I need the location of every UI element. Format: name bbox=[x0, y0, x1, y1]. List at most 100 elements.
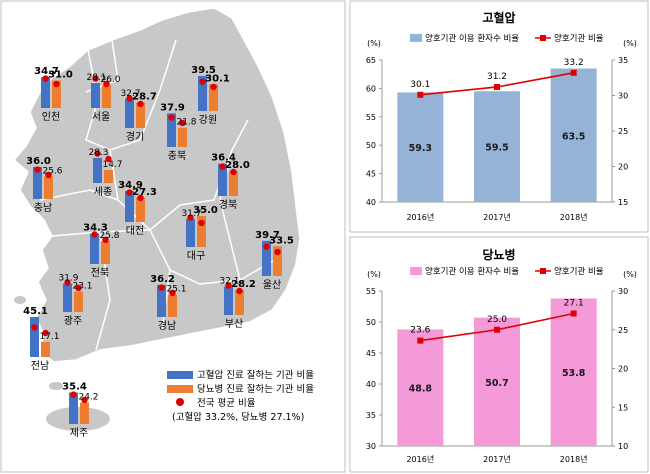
right-tick-label: 20 bbox=[618, 365, 628, 374]
diabetes-average-dot bbox=[274, 248, 281, 256]
region-2: 32.728.7 경기 bbox=[120, 89, 156, 143]
diabetes-bar bbox=[136, 197, 145, 222]
hypertension-bar bbox=[90, 233, 99, 264]
region-name: 강원 bbox=[199, 114, 217, 126]
hypertension-average-dot bbox=[42, 75, 49, 82]
hypertension-value: 34.7 bbox=[34, 66, 59, 77]
hypertension-value: 28.3 bbox=[88, 148, 108, 158]
hypertension-average-dot bbox=[168, 114, 175, 121]
hypertension-value: 39.5 bbox=[191, 65, 216, 76]
diabetes-average-dot bbox=[179, 119, 186, 127]
region-7: 34.927.3 대전 bbox=[118, 180, 157, 237]
region-3: 39.530.1 강원 bbox=[191, 65, 230, 126]
region-5: 28.3 14.7 세종 bbox=[88, 148, 122, 198]
diabetes-bar bbox=[178, 127, 187, 147]
region-16: 35.424.2 제주 bbox=[62, 382, 98, 439]
right-tick-label: 30 bbox=[618, 92, 628, 101]
hypertension-bar bbox=[218, 163, 227, 196]
region-name: 세종 bbox=[94, 186, 112, 198]
map-legend: 고혈압 진료 잘하는 기관 비율 당뇨병 진료 잘하는 기관 비율 전국 평균 … bbox=[167, 369, 314, 423]
hypertension-bar bbox=[125, 191, 134, 222]
diabetes-average-dot bbox=[137, 100, 144, 108]
chart-title: 고혈압 bbox=[482, 10, 515, 25]
hypertension-bar bbox=[198, 75, 207, 111]
left-tick-label: 50 bbox=[366, 141, 376, 150]
hypertension-bar bbox=[157, 284, 166, 317]
diabetes-average-dot bbox=[102, 236, 109, 244]
bar bbox=[474, 91, 520, 202]
right-tick-label: 20 bbox=[618, 163, 628, 172]
bar-value-label: 50.7 bbox=[485, 378, 508, 389]
category-label: 2017년 bbox=[483, 212, 511, 222]
legend-average-label: 전국 평균 비율 bbox=[197, 398, 256, 409]
hypertension-bar bbox=[224, 286, 233, 315]
hypertension-value: 32.1 bbox=[219, 277, 239, 287]
diabetes-average-dot bbox=[42, 329, 49, 337]
region-name: 경북 bbox=[219, 198, 237, 211]
legend-average-dot bbox=[176, 398, 184, 406]
left-tick-label: 40 bbox=[366, 198, 376, 207]
left-tick-label: 40 bbox=[366, 380, 376, 389]
legend-hypertension-swatch bbox=[167, 371, 193, 379]
hypertension-average-dot bbox=[187, 214, 194, 221]
bar-value-label: 59.3 bbox=[409, 143, 432, 154]
hypertension-average-dot bbox=[92, 75, 99, 82]
diabetes-average-dot bbox=[169, 289, 176, 297]
diabetes-bar bbox=[52, 80, 61, 108]
diabetes-value: 25.1 bbox=[166, 285, 186, 295]
diabetes-value: 33.5 bbox=[269, 235, 294, 246]
line-value-label: 25.0 bbox=[487, 315, 507, 325]
region-name: 충북 bbox=[168, 150, 186, 162]
right-axis-unit: (%) bbox=[623, 39, 637, 48]
region-name: 서울 bbox=[92, 111, 110, 123]
hypertension-value: 28.1 bbox=[86, 73, 106, 83]
hypertension-value: 34.3 bbox=[83, 223, 108, 234]
hypertension-bar bbox=[93, 157, 102, 183]
hypertension-average-dot bbox=[199, 78, 206, 85]
diabetes-bar bbox=[168, 294, 177, 317]
diabetes-value: 35.0 bbox=[193, 205, 218, 216]
hypertension-value: 36.0 bbox=[26, 156, 51, 167]
region-14: 32.128.2 부산 bbox=[219, 277, 255, 330]
hypertension-average-dot bbox=[94, 150, 101, 157]
left-tick-label: 65 bbox=[366, 56, 376, 65]
diabetes-bar bbox=[80, 402, 89, 424]
diabetes-bar bbox=[44, 176, 53, 199]
region-name: 경기 bbox=[126, 130, 144, 143]
line-point bbox=[494, 83, 500, 90]
hypertension-bar bbox=[167, 113, 176, 147]
bar-value-label: 53.8 bbox=[562, 368, 586, 379]
left-axis-unit: (%) bbox=[367, 39, 381, 48]
region-1: 28.126.0 서울 bbox=[86, 73, 120, 123]
region-name: 대전 bbox=[126, 225, 144, 237]
region-13: 36.225.1 경남 bbox=[150, 274, 186, 332]
region-9: 31.735.0 대구 bbox=[181, 205, 217, 262]
region-name: 전북 bbox=[91, 267, 109, 279]
hypertension-value: 31.7 bbox=[181, 209, 201, 219]
diabetes-bar bbox=[102, 84, 111, 108]
mainland bbox=[12, 7, 301, 363]
hypertension-average-dot bbox=[91, 231, 98, 238]
hypertension-bar bbox=[41, 77, 50, 108]
bar bbox=[550, 68, 597, 203]
diabetes-value: 27.3 bbox=[132, 187, 157, 198]
hypertension-value: 34.9 bbox=[118, 180, 143, 191]
legend-hypertension-label: 고혈압 진료 잘하는 기관 비율 bbox=[197, 369, 314, 381]
right-tick-label: 15 bbox=[618, 198, 628, 207]
hypertension-average-dot bbox=[64, 279, 71, 286]
diabetes-bar bbox=[74, 291, 83, 312]
region-name: 울산 bbox=[263, 279, 281, 291]
diabetes-bar bbox=[235, 289, 244, 315]
diabetes-value: 21.8 bbox=[176, 118, 196, 128]
region-name: 전남 bbox=[31, 360, 49, 372]
map-panel: 34.731.0 인천 28.126.0 서울 32.728.7 경기 39.530.1 강원… bbox=[0, 0, 346, 473]
hypertension-average-dot bbox=[70, 391, 77, 398]
diabetes-value: 31.0 bbox=[48, 70, 73, 81]
region-6: 36.025.6 충남 bbox=[26, 156, 63, 214]
legend-line-marker bbox=[540, 35, 546, 41]
legend-diabetes-swatch bbox=[167, 385, 193, 393]
region-name: 제주 bbox=[70, 427, 88, 439]
bar-value-label: 63.5 bbox=[562, 131, 585, 142]
